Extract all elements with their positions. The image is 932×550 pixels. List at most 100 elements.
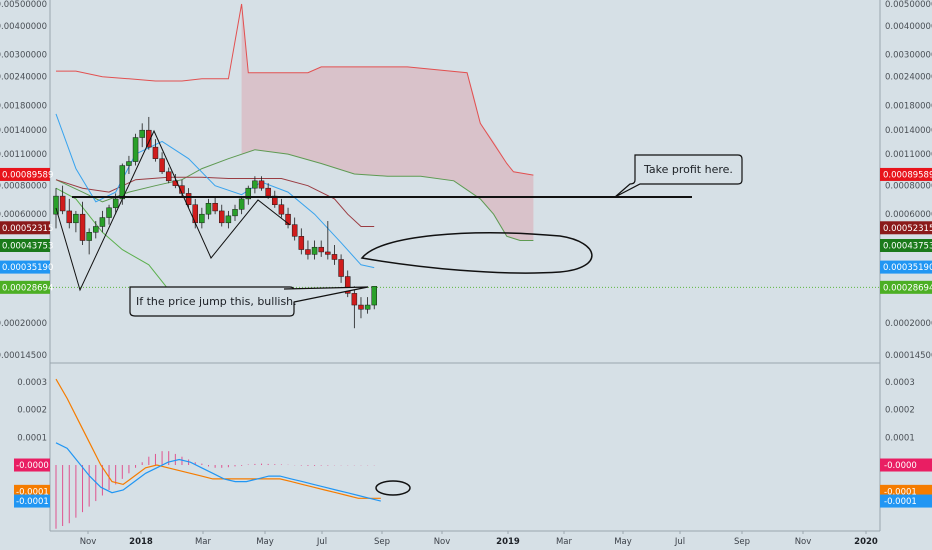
candle-body [112,198,119,209]
time-tick: Mar [556,537,573,547]
macd-highlight-oval[interactable] [375,480,411,496]
time-tick: May [256,537,274,547]
price-tick-right: 0.00300000 [885,51,932,61]
time-tick: 2018 [129,537,153,547]
price-badge-left-label: 0.00043753 [2,241,53,251]
price-badge [880,280,932,294]
price-badge-left [0,280,50,294]
candle-body [351,293,358,306]
time-tick: Mar [195,537,212,547]
annotation-bullish[interactable]: If the price jump this, bullish. [129,286,369,317]
candle [132,133,139,166]
candle-body [358,304,364,310]
price-badge-left [0,221,50,235]
candle [305,240,311,260]
macd-badge [880,458,932,472]
price-tick-left: 0.00180000 [0,101,47,111]
candle-body [318,246,324,253]
time-axis: Nov 2018 Mar May Jul Sep Nov 2019 Mar May Jul Sep No… [80,531,878,547]
time-tick: Jul [316,537,327,547]
candle-body [232,209,238,217]
candle-body [331,254,338,260]
candle-body [199,213,205,224]
candle-body [93,226,99,233]
macd-tick-right: 0.0002 [885,406,915,416]
price-tick-left: 0.00240000 [0,73,47,83]
candle-body [344,276,351,294]
candle-body [338,259,344,277]
candle [252,176,258,194]
candle-body [159,158,165,173]
price-tick-right: 0.00240000 [885,73,932,83]
price-tick-right: 0.00080000 [885,182,932,192]
annotation-take-profit[interactable]: Take profit here. [614,154,743,198]
macd-badge-left-label: -0.0000 [16,461,49,471]
price-badge [880,238,932,252]
price-tick-right: 0.00060000 [885,210,932,220]
price-tick-left: 0.00080000 [0,182,47,192]
annotation-take-profit-text: Take profit here. [643,163,733,176]
candle [338,254,344,283]
candle [199,207,205,229]
candle-body [99,217,106,227]
price-tick-left: 0.00140000 [0,126,47,136]
candle [152,139,159,162]
candle-body [285,213,291,225]
annotation-bullish-text: If the price jump this, bullish. [136,295,297,308]
highlight-oval[interactable] [360,232,593,274]
price-badge-left [0,238,50,252]
candle [146,116,152,150]
price-tick-left: 0.00014500 [0,351,47,361]
candle [225,210,232,229]
candle [93,221,99,239]
ichimoku-cloud [241,4,534,241]
span-b-line [56,3,534,176]
candle-body [252,180,258,189]
macd-badge-left-label: -0.0001 [16,487,49,497]
macd-line [55,442,381,502]
candle [318,240,324,257]
candle-body [265,187,271,197]
price-tick-left: 0.00060000 [0,210,47,220]
price-tick-right: 0.00400000 [885,22,932,32]
time-tick: 2020 [854,537,878,547]
candle [371,286,377,310]
price-badge-left [0,167,50,181]
candle [351,286,358,329]
candle [325,221,331,260]
macd-tick-left: 0.0002 [17,406,47,416]
time-tick: 2019 [496,537,520,547]
candle [159,152,165,174]
price-tick-right: 0.00140000 [885,126,932,136]
macd-tick-right: 0.0003 [885,378,915,388]
price-badge-label: 0.00052315 [883,224,932,234]
kijun-line [55,176,375,227]
macd-badge-label: -0.0001 [884,497,917,507]
candle [291,217,298,241]
candle [219,204,225,227]
candle-body [73,213,79,224]
candle-body [79,213,86,241]
tenkan-line [55,113,375,269]
price-badge-left [0,260,50,274]
macd-badge-label: -0.0000 [884,461,917,471]
price-badge-left-label: 0.00035190 [2,263,53,273]
candle [331,244,338,265]
candle [86,228,92,255]
price-tick-left: 0.00400000 [0,22,47,32]
price-badge [880,221,932,235]
macd-badges: -0.0000-0.0000-0.0001-0.0001-0.0001-0.00… [14,458,932,508]
candle-body [311,246,318,255]
candle-body [106,207,112,218]
candle-body [53,195,59,215]
price-badge-label: 0.00035190 [883,263,932,273]
candle-body [165,171,172,182]
candle-body [371,286,377,306]
candle-body [325,251,331,255]
candle [59,185,66,215]
zigzag-pattern[interactable] [55,129,291,292]
candle-body [139,129,145,138]
candle [165,167,172,184]
candle [311,240,318,260]
